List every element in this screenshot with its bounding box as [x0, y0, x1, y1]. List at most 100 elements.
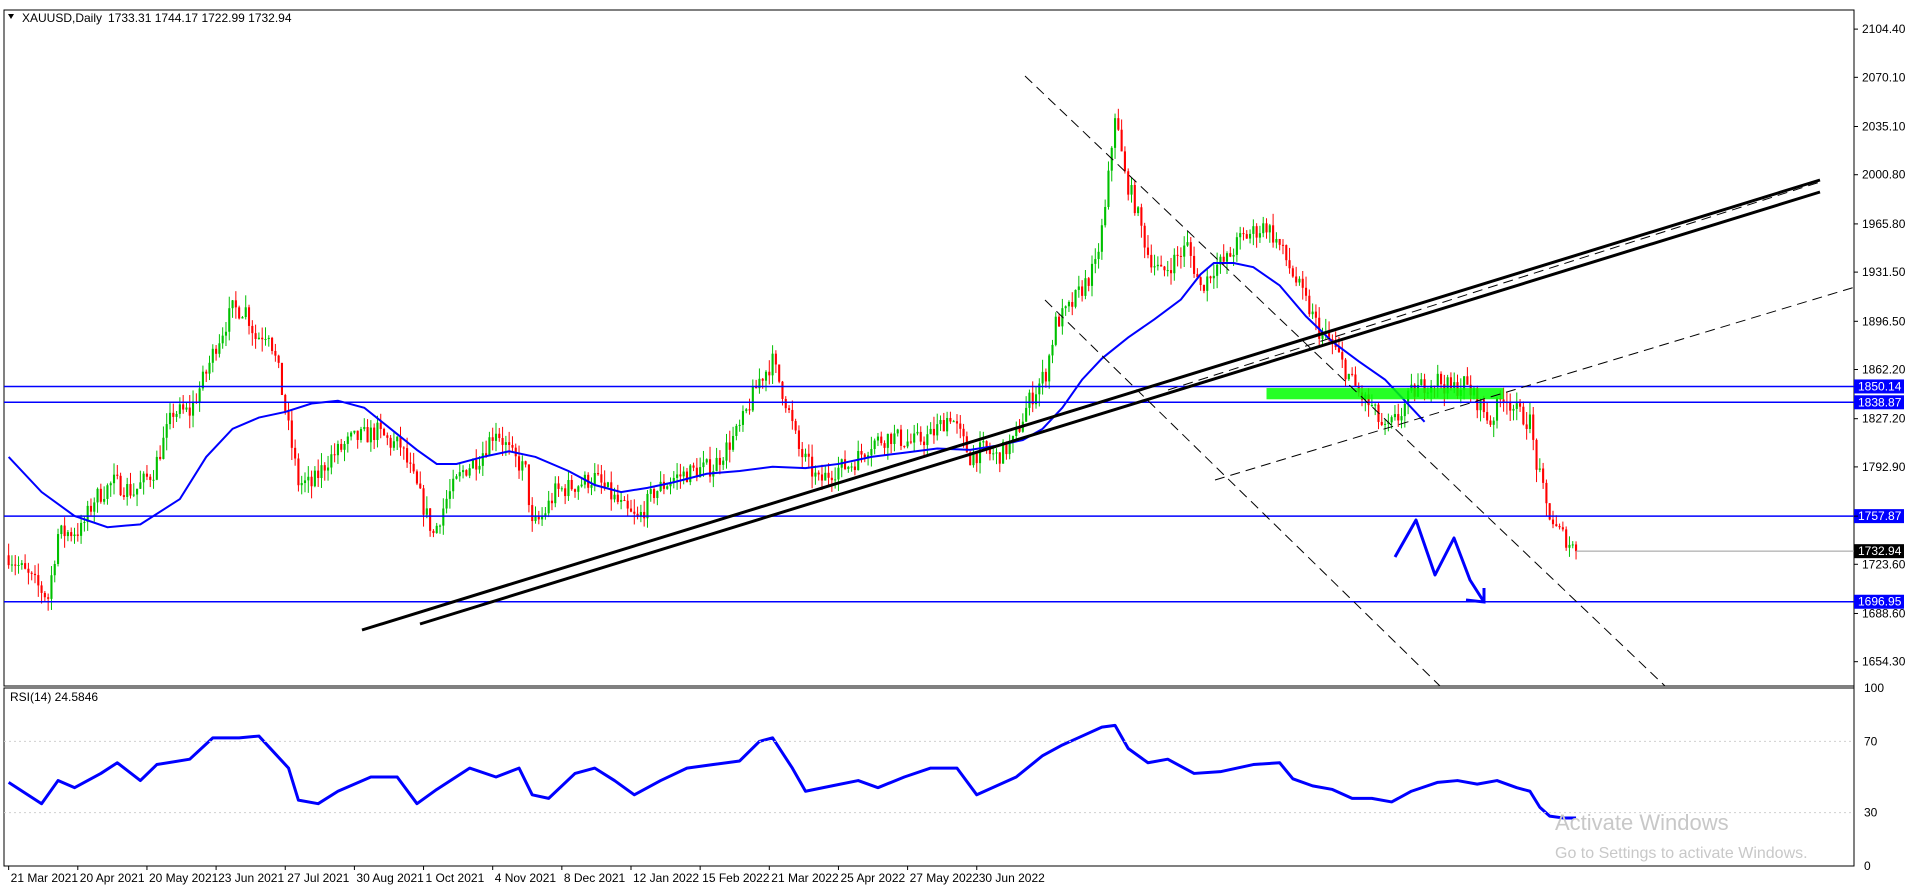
chevron-down-icon[interactable] [8, 14, 14, 19]
candle-body [1107, 170, 1110, 207]
candle-body [531, 505, 534, 522]
x-tick-label: 20 Apr 2021 [80, 871, 145, 885]
candle-body [1509, 402, 1512, 411]
trendline-2[interactable] [419, 190, 1821, 626]
candle-body [606, 482, 610, 487]
candle-body [1390, 417, 1393, 423]
candle-body [870, 449, 873, 456]
candle-body [1275, 238, 1278, 243]
candle-body [485, 453, 488, 456]
user-drawings[interactable] [361, 75, 1856, 687]
candle-body [1420, 379, 1423, 385]
candle-body [73, 534, 76, 537]
candle-body [303, 480, 307, 484]
candle-body [830, 477, 833, 481]
candle-body [83, 521, 86, 523]
down-channel-upper[interactable] [1024, 75, 1666, 687]
resistance-zone [1266, 388, 1504, 400]
candle-body [1436, 373, 1439, 386]
candle-body [425, 508, 428, 515]
candle-body [257, 337, 260, 339]
candle-body [343, 443, 346, 450]
candle-body [534, 516, 537, 522]
candle-body [494, 433, 498, 441]
y-tick-label: 2000.80 [1862, 168, 1906, 182]
candle-body [379, 422, 382, 429]
candle-body [1519, 403, 1522, 407]
candle-body [679, 474, 682, 477]
candle-body [955, 421, 959, 424]
candle-body [926, 434, 929, 446]
candle-body [359, 429, 363, 440]
rsi-label: RSI(14) 24.5846 [10, 690, 98, 704]
candle-body [853, 466, 856, 471]
y-tick-label: 1654.30 [1862, 655, 1906, 669]
candle-body [1179, 255, 1182, 257]
candle-body [1341, 352, 1344, 360]
candle-body [435, 525, 438, 534]
candle-body [1449, 377, 1452, 388]
x-tick-label: 21 Mar 2022 [771, 871, 839, 885]
price-axis[interactable]: 1850.14 1838.87 1757.87 1696.95 1732.94 2104.… [1854, 22, 1906, 669]
candle-body [837, 467, 840, 480]
candle-body [1058, 316, 1061, 327]
candle-body [817, 472, 820, 475]
candle-body [126, 484, 129, 497]
candle-body [1400, 416, 1403, 421]
candle-body [80, 522, 83, 536]
candle-body [1143, 225, 1146, 248]
time-axis[interactable]: 21 Mar 2021 20 Apr 2021 20 May 2021 23 Jun … [8, 866, 1045, 885]
candle-body [570, 479, 573, 490]
candle-body [1074, 289, 1077, 307]
rsi-tick-label: 30 [1864, 806, 1878, 820]
candle-body [725, 442, 728, 461]
candle-body [873, 440, 876, 450]
candle-body [1265, 223, 1268, 233]
candle-body [732, 435, 735, 450]
y-tick-label: 1965.80 [1862, 217, 1906, 231]
candle-body [1232, 254, 1235, 257]
candle-body [205, 371, 208, 374]
candle-body [1176, 254, 1179, 256]
candle-body [188, 407, 191, 416]
candle-body [406, 448, 409, 463]
candle-body [1344, 359, 1347, 380]
candle-body [580, 484, 583, 487]
candle-body [1127, 171, 1130, 195]
candle-body [24, 563, 27, 569]
projection-path[interactable] [1393, 518, 1486, 603]
candle-body [399, 436, 402, 448]
candle-body [685, 471, 689, 483]
y-tick-label: 2104.40 [1862, 22, 1906, 36]
candle-body [916, 431, 919, 434]
candle-body [1367, 394, 1370, 406]
candle-body [326, 467, 330, 471]
candle-body [452, 478, 455, 492]
candle-body [741, 411, 745, 425]
candle-body [623, 499, 626, 501]
horizontal-levels[interactable] [4, 385, 1854, 603]
candle-body [386, 435, 389, 438]
y-tick-label: 1792.90 [1862, 460, 1906, 474]
level-price-tag [1854, 379, 1904, 394]
candle-body [1439, 373, 1443, 385]
candle-body [616, 494, 619, 502]
candle-body [880, 436, 883, 444]
candle-body [231, 300, 234, 309]
candle-body [1087, 278, 1090, 286]
y-tick-label: 2035.10 [1862, 120, 1906, 134]
candle-body [656, 491, 659, 498]
candle-body [382, 428, 386, 436]
candle-body [1479, 399, 1482, 411]
candle-body [455, 476, 458, 479]
channel-dashed-upper[interactable] [1167, 181, 1821, 391]
candle-body [320, 465, 323, 479]
candle-body [162, 437, 165, 459]
trendline-1[interactable] [361, 178, 1821, 632]
candle-body [1522, 406, 1525, 425]
candle-body [942, 420, 945, 432]
candle-body [1104, 206, 1107, 226]
down-channel-lower[interactable] [1044, 299, 1441, 687]
candle-body [695, 467, 698, 478]
